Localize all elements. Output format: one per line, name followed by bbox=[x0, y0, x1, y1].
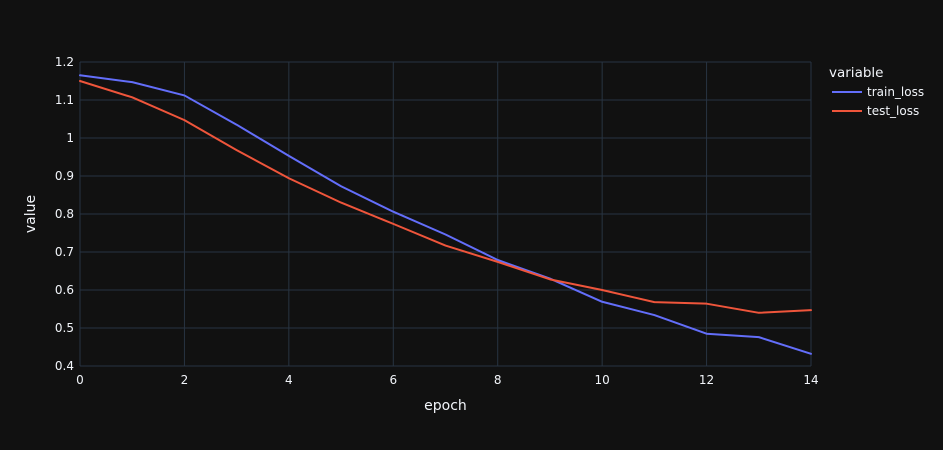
x-tick-label: 12 bbox=[699, 373, 714, 387]
legend-label-test-loss: test_loss bbox=[867, 104, 919, 118]
y-tick-label: 1.2 bbox=[55, 55, 74, 69]
x-gridlines bbox=[79, 62, 812, 366]
series-line-test-loss bbox=[79, 80, 812, 314]
y-tick-label: 0.8 bbox=[55, 207, 74, 221]
y-tick-label: 0.5 bbox=[55, 321, 74, 335]
x-tick-label: 10 bbox=[595, 373, 610, 387]
x-axis-title: epoch bbox=[424, 398, 467, 414]
y-axis-title: value bbox=[23, 195, 39, 233]
y-tick-label: 0.6 bbox=[55, 283, 74, 297]
legend-label-train-loss: train_loss bbox=[867, 85, 924, 99]
series-line-train-loss bbox=[79, 74, 812, 355]
legend: variable train_loss test_loss bbox=[829, 65, 924, 118]
y-axis-tick-labels: 0.4 0.5 0.6 0.7 0.8 0.9 1 1.1 1.2 bbox=[55, 55, 74, 373]
legend-title: variable bbox=[829, 65, 883, 81]
y-tick-label: 1.1 bbox=[55, 93, 74, 107]
y-tick-label: 0.7 bbox=[55, 245, 74, 259]
y-gridlines bbox=[80, 61, 811, 367]
x-tick-label: 8 bbox=[494, 373, 502, 387]
y-tick-label: 0.4 bbox=[55, 359, 74, 373]
x-tick-label: 0 bbox=[76, 373, 84, 387]
x-tick-label: 14 bbox=[803, 373, 818, 387]
y-tick-label: 1 bbox=[66, 131, 74, 145]
series-lines bbox=[79, 74, 812, 355]
y-tick-label: 0.9 bbox=[55, 169, 74, 183]
x-tick-label: 4 bbox=[285, 373, 293, 387]
x-tick-label: 2 bbox=[181, 373, 189, 387]
legend-items: train_loss test_loss bbox=[832, 85, 924, 118]
x-axis-tick-labels: 0 2 4 6 8 10 12 14 bbox=[76, 373, 818, 387]
x-tick-label: 6 bbox=[389, 373, 397, 387]
